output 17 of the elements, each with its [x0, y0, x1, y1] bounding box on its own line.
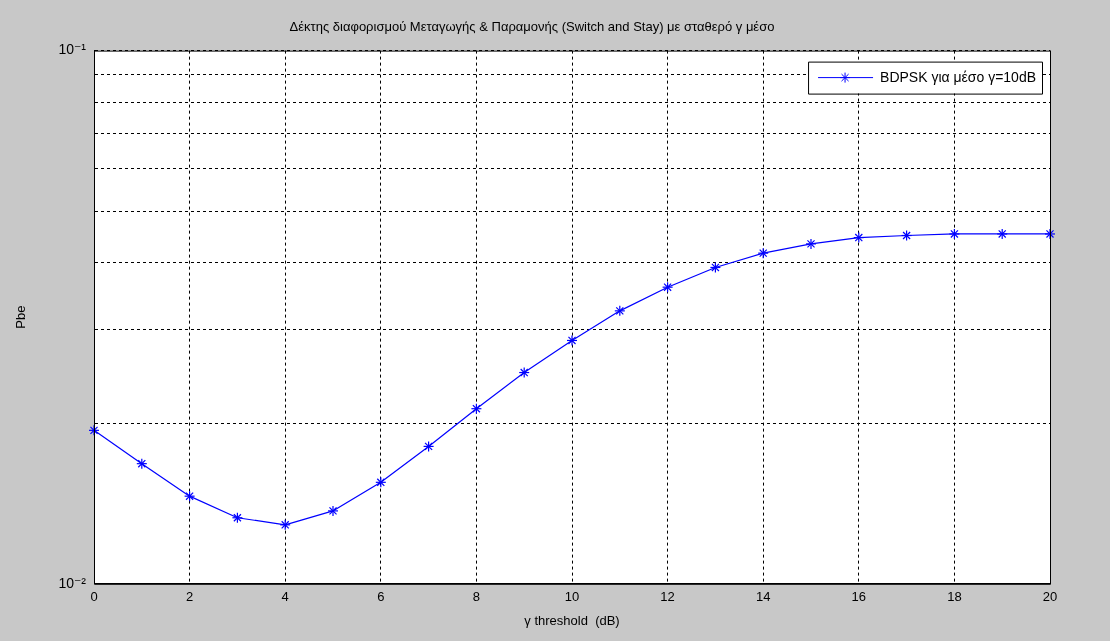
- y-tick-label: 10⁻²: [58, 574, 87, 591]
- x-tick-label: 8: [472, 589, 481, 605]
- x-tick-label: 14: [755, 589, 771, 605]
- x-axis-title: γ threshold (dB): [524, 612, 620, 628]
- x-tick-label: 12: [660, 589, 675, 605]
- x-tick-label: 0: [90, 589, 98, 605]
- x-tick-label: 4: [281, 589, 289, 605]
- y-axis-title: Pbe: [13, 305, 29, 329]
- chart-title: Δέκτης διαφορισμού Μεταγωγής & Παραμονής (Switch and Stay) με σταθερό γ μέσο: [289, 19, 775, 35]
- x-tick-label: 6: [377, 589, 385, 605]
- legend-label: BDPSK για μέσο γ=10dB: [880, 69, 1037, 86]
- x-tick-label: 18: [947, 589, 962, 605]
- x-tick-label: 20: [1042, 589, 1058, 605]
- x-tick-label: 16: [851, 589, 867, 605]
- x-tick-label: 10: [564, 589, 580, 605]
- y-tick-label: 10⁻¹: [58, 41, 87, 58]
- x-tick-label: 2: [185, 589, 194, 605]
